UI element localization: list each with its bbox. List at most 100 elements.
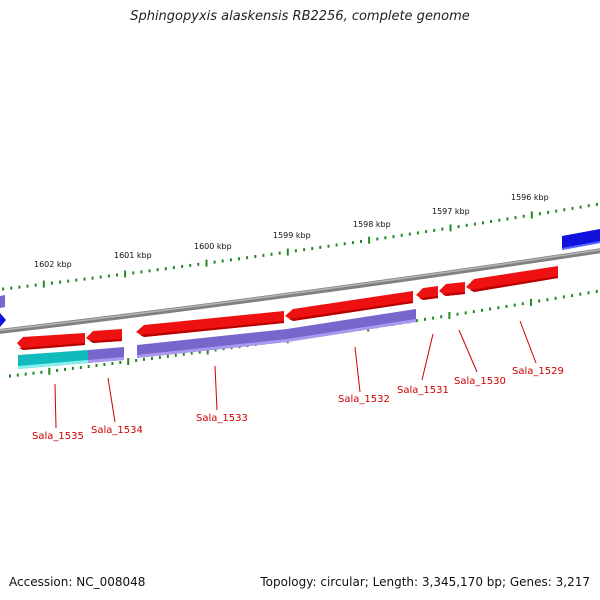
outer-minor-tick bbox=[571, 206, 574, 210]
outer-minor-tick bbox=[18, 285, 21, 289]
outer-minor-tick bbox=[555, 209, 558, 213]
outer-minor-tick bbox=[50, 281, 53, 285]
inner-minor-tick bbox=[214, 348, 217, 352]
outer-minor-tick bbox=[319, 245, 322, 249]
inner-minor-tick bbox=[521, 302, 524, 306]
outer-major-tick bbox=[286, 248, 289, 256]
gene-bar-sala-1534-shine bbox=[88, 357, 124, 363]
inner-minor-tick bbox=[546, 298, 549, 302]
inner-minor-tick bbox=[111, 362, 114, 365]
inner-major-tick bbox=[530, 298, 532, 306]
leader-sala-1533 bbox=[214, 365, 218, 411]
ruler-label-1596: 1596 kbp bbox=[511, 193, 549, 202]
outer-minor-tick bbox=[221, 259, 224, 263]
outer-minor-tick bbox=[91, 276, 94, 280]
outer-minor-tick bbox=[433, 228, 436, 232]
outer-minor-tick bbox=[457, 225, 460, 229]
outer-minor-tick bbox=[59, 280, 62, 284]
inner-minor-tick bbox=[538, 299, 541, 303]
cds-arrow-sala-1532-shade bbox=[289, 301, 413, 321]
outer-minor-tick bbox=[563, 208, 566, 212]
gene-track bbox=[18, 309, 416, 369]
outer-minor-tick bbox=[262, 253, 265, 257]
inner-minor-tick bbox=[472, 310, 475, 314]
label-leaders bbox=[54, 320, 537, 429]
outer-minor-tick bbox=[506, 217, 509, 221]
outer-minor-tick bbox=[441, 227, 444, 231]
gene-label-sala-1535: Sala_1535 bbox=[32, 431, 84, 442]
outer-minor-tick bbox=[343, 242, 346, 246]
outer-minor-tick bbox=[514, 216, 517, 220]
outer-minor-tick bbox=[189, 263, 192, 267]
gene-label-sala-1529: Sala_1529 bbox=[512, 366, 564, 377]
outer-minor-tick bbox=[579, 205, 582, 209]
cds-arrow-sala-1534-shade bbox=[90, 339, 122, 343]
outer-minor-tick bbox=[132, 271, 135, 275]
inner-minor-tick bbox=[481, 308, 483, 312]
inner-minor-tick bbox=[16, 373, 19, 377]
inner-minor-tick bbox=[151, 356, 153, 360]
inner-minor-tick bbox=[119, 361, 122, 364]
outer-minor-tick bbox=[392, 235, 395, 239]
outer-minor-tick bbox=[425, 230, 428, 234]
ruler-label-1598: 1598 kbp bbox=[353, 220, 391, 229]
inner-minor-tick bbox=[143, 357, 145, 361]
gene-label-sala-1534: Sala_1534 bbox=[91, 425, 143, 436]
inner-minor-tick bbox=[489, 307, 492, 311]
blue-arrow-left-edge bbox=[0, 313, 6, 327]
inner-major-tick bbox=[206, 347, 209, 355]
inner-minor-tick bbox=[135, 359, 138, 362]
inner-minor-tick bbox=[32, 371, 35, 375]
inner-minor-tick bbox=[497, 306, 500, 310]
gene-label-sala-1533: Sala_1533 bbox=[196, 413, 248, 424]
inner-minor-tick bbox=[79, 366, 82, 369]
outer-minor-tick bbox=[34, 283, 37, 287]
gene-bar-sala-1533 bbox=[137, 329, 287, 358]
outer-minor-tick bbox=[376, 237, 379, 241]
inner-major-tick bbox=[48, 367, 51, 375]
outer-minor-tick bbox=[408, 232, 411, 236]
outer-minor-tick bbox=[400, 233, 403, 237]
outer-minor-tick bbox=[172, 266, 175, 270]
gene-bar-sala-1535-shine bbox=[18, 360, 88, 369]
inner-minor-tick bbox=[71, 366, 74, 370]
cds-arrow-sala-1529 bbox=[466, 266, 558, 292]
inner-minor-tick bbox=[182, 352, 185, 356]
outer-minor-tick bbox=[270, 252, 273, 256]
outer-minor-tick bbox=[67, 279, 70, 283]
ruler-label-1600: 1600 kbp bbox=[194, 242, 232, 251]
inner-minor-tick bbox=[222, 347, 225, 351]
outer-major-tick bbox=[368, 236, 371, 244]
inner-minor-tick bbox=[166, 354, 169, 358]
outer-minor-tick bbox=[140, 270, 143, 274]
outer-minor-tick bbox=[246, 256, 249, 260]
inner-minor-tick bbox=[554, 296, 557, 300]
inner-major-tick bbox=[127, 358, 130, 365]
outer-minor-tick bbox=[327, 244, 330, 248]
inner-minor-tick bbox=[562, 295, 565, 299]
inner-minor-tick bbox=[87, 365, 90, 368]
outer-major-tick bbox=[530, 211, 533, 219]
gene-label-sala-1532: Sala_1532 bbox=[338, 394, 390, 405]
cds-arrow-sala-1531 bbox=[416, 286, 438, 300]
inner-minor-tick bbox=[9, 374, 11, 378]
outer-minor-tick bbox=[156, 268, 159, 272]
inner-minor-tick bbox=[579, 292, 582, 296]
ruler-label-1602: 1602 kbp bbox=[34, 260, 72, 269]
outer-minor-tick bbox=[311, 247, 314, 250]
cds-arrow-sala-1532 bbox=[285, 291, 413, 321]
outer-minor-tick bbox=[10, 286, 13, 290]
outer-minor-tick bbox=[465, 223, 468, 227]
cds-track bbox=[17, 266, 558, 350]
inner-minor-tick bbox=[415, 319, 418, 323]
leader-sala-1532 bbox=[354, 346, 361, 393]
outer-minor-tick bbox=[595, 202, 598, 206]
outer-minor-tick bbox=[416, 231, 419, 235]
inner-major-tick bbox=[448, 312, 451, 319]
outer-minor-tick bbox=[547, 210, 550, 214]
ruler-label-1601: 1601 kbp bbox=[114, 251, 152, 260]
outer-minor-tick bbox=[294, 249, 297, 253]
gene-bar-sala-1532-shine bbox=[287, 319, 416, 342]
outer-tick-track bbox=[2, 202, 598, 291]
